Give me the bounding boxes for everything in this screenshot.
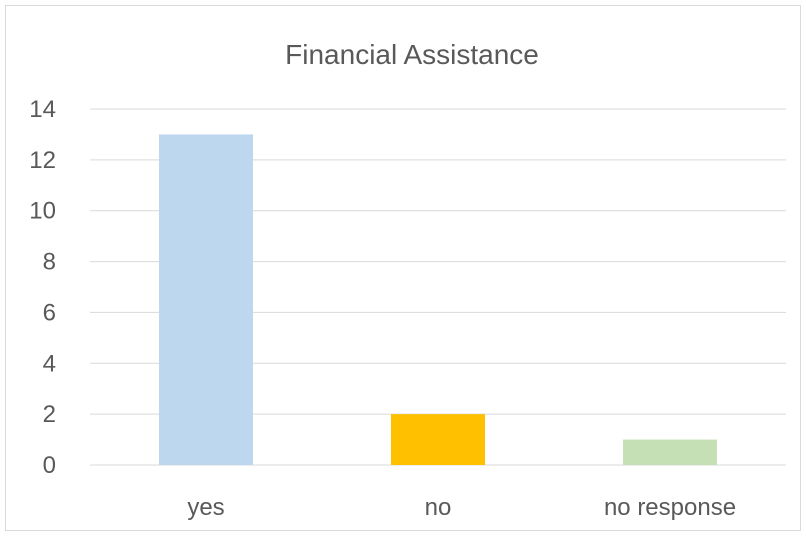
y-tick-label: 14 xyxy=(29,96,56,123)
x-category-label: no xyxy=(425,494,452,521)
y-axis-ticks: 0 2 4 6 8 10 12 14 xyxy=(29,96,56,479)
bar-no xyxy=(391,414,485,465)
y-tick-label: 12 xyxy=(29,147,56,174)
x-category-label: no response xyxy=(604,494,736,521)
chart-title: Financial Assistance xyxy=(285,39,539,70)
y-tick-label: 6 xyxy=(43,299,56,326)
bar-no-response xyxy=(623,439,717,465)
y-tick-label: 8 xyxy=(43,249,56,276)
x-category-label: yes xyxy=(187,494,224,521)
y-tick-label: 10 xyxy=(29,198,56,225)
x-axis-categories: yes no no response xyxy=(187,494,736,521)
y-tick-label: 0 xyxy=(43,452,56,479)
y-tick-label: 2 xyxy=(43,401,56,428)
bars xyxy=(159,134,717,465)
bar-yes xyxy=(159,134,253,465)
y-tick-label: 4 xyxy=(43,350,56,377)
